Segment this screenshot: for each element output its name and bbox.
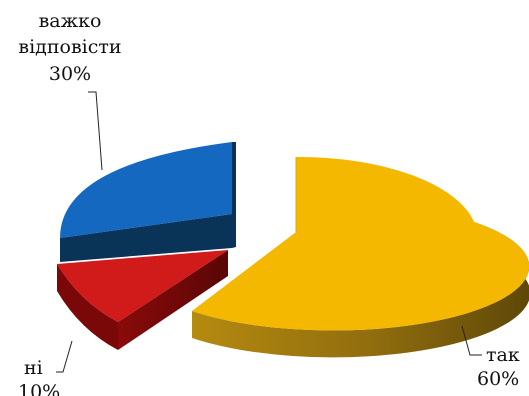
slice-ni-side-outer bbox=[57, 264, 118, 350]
label-vazhko-line1: важко bbox=[39, 10, 102, 32]
label-vazhko-line2: відповісти bbox=[18, 36, 121, 58]
leader-line-tak bbox=[461, 325, 482, 356]
slice-vazhko-side-right bbox=[232, 142, 236, 248]
leader-line-ni bbox=[56, 340, 73, 373]
label-vazhko-value: 30% bbox=[49, 63, 91, 85]
slice-tak[interactable] bbox=[192, 156, 529, 331]
label-ni-value: 10% bbox=[18, 381, 60, 396]
data-labels: важко відповісти 30% ні 10% так 60% bbox=[18, 10, 520, 396]
slice-ni[interactable] bbox=[57, 250, 228, 322]
slice-vazhko-side bbox=[60, 214, 232, 262]
slice-sides bbox=[57, 142, 529, 358]
label-tak-value: 60% bbox=[477, 368, 519, 390]
label-tak-name: так bbox=[486, 344, 520, 366]
leader-lines bbox=[56, 91, 482, 373]
slice-tops bbox=[57, 142, 529, 331]
label-ni-name: ні bbox=[24, 357, 43, 379]
slice-ni-side-cut bbox=[118, 250, 228, 350]
leader-line-vazhko bbox=[88, 91, 103, 171]
slice-vazhko[interactable] bbox=[60, 142, 232, 238]
slice-tak-side bbox=[192, 222, 529, 358]
